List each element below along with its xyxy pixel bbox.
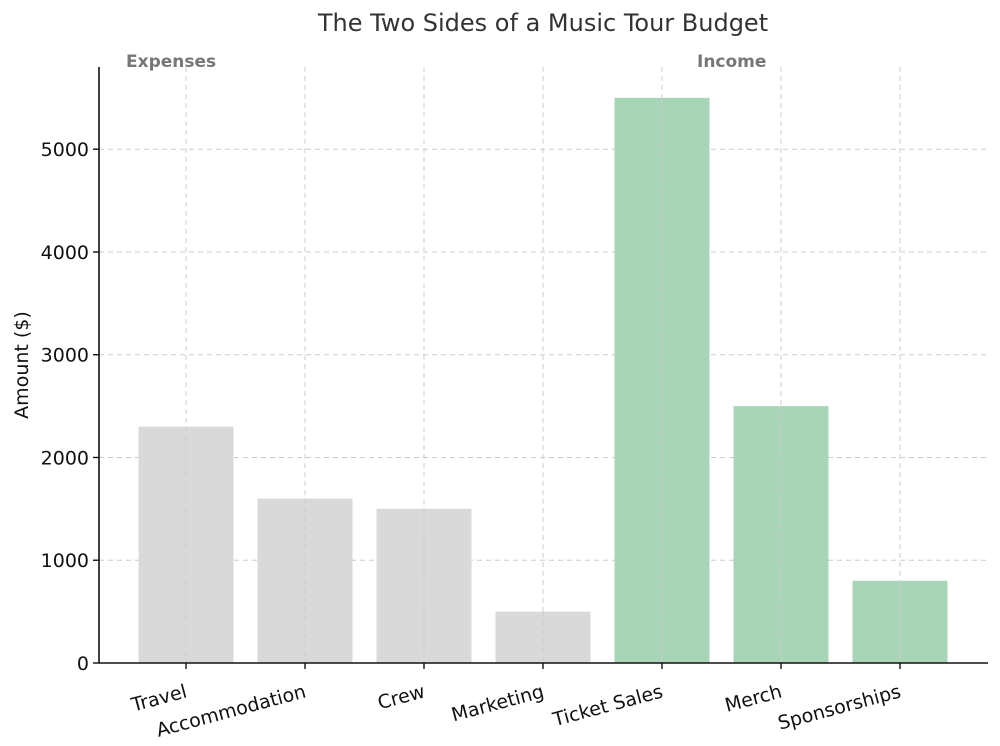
y-tick-label: 2000: [41, 447, 89, 469]
group-label-expenses: Expenses: [126, 52, 216, 72]
x-tick-label: Ticket Sales: [550, 681, 666, 732]
x-tick-label: Sponsorships: [776, 681, 904, 735]
y-tick-label: 5000: [41, 139, 89, 161]
x-tick-label: Merch: [723, 681, 785, 717]
group-label-layer: Expenses Income: [126, 52, 766, 72]
x-tick-label: Crew: [375, 681, 427, 715]
y-tick-layer: 0 1000 2000 3000 4000 5000: [41, 139, 99, 675]
bar-crew: [376, 508, 472, 663]
group-label-income: Income: [697, 52, 766, 72]
y-tick-label: 1000: [41, 550, 89, 572]
y-tick-label: 3000: [41, 345, 89, 367]
bar-layer: [138, 97, 948, 664]
y-axis-label: Amount ($): [11, 311, 33, 419]
y-tick-label: 0: [77, 653, 89, 675]
bar-marketing: [495, 611, 591, 663]
x-tick-label: Marketing: [449, 681, 546, 727]
x-tick-label: Travel: [128, 681, 189, 717]
chart-title: The Two Sides of a Music Tour Budget: [317, 9, 768, 37]
y-tick-label: 4000: [41, 242, 89, 264]
